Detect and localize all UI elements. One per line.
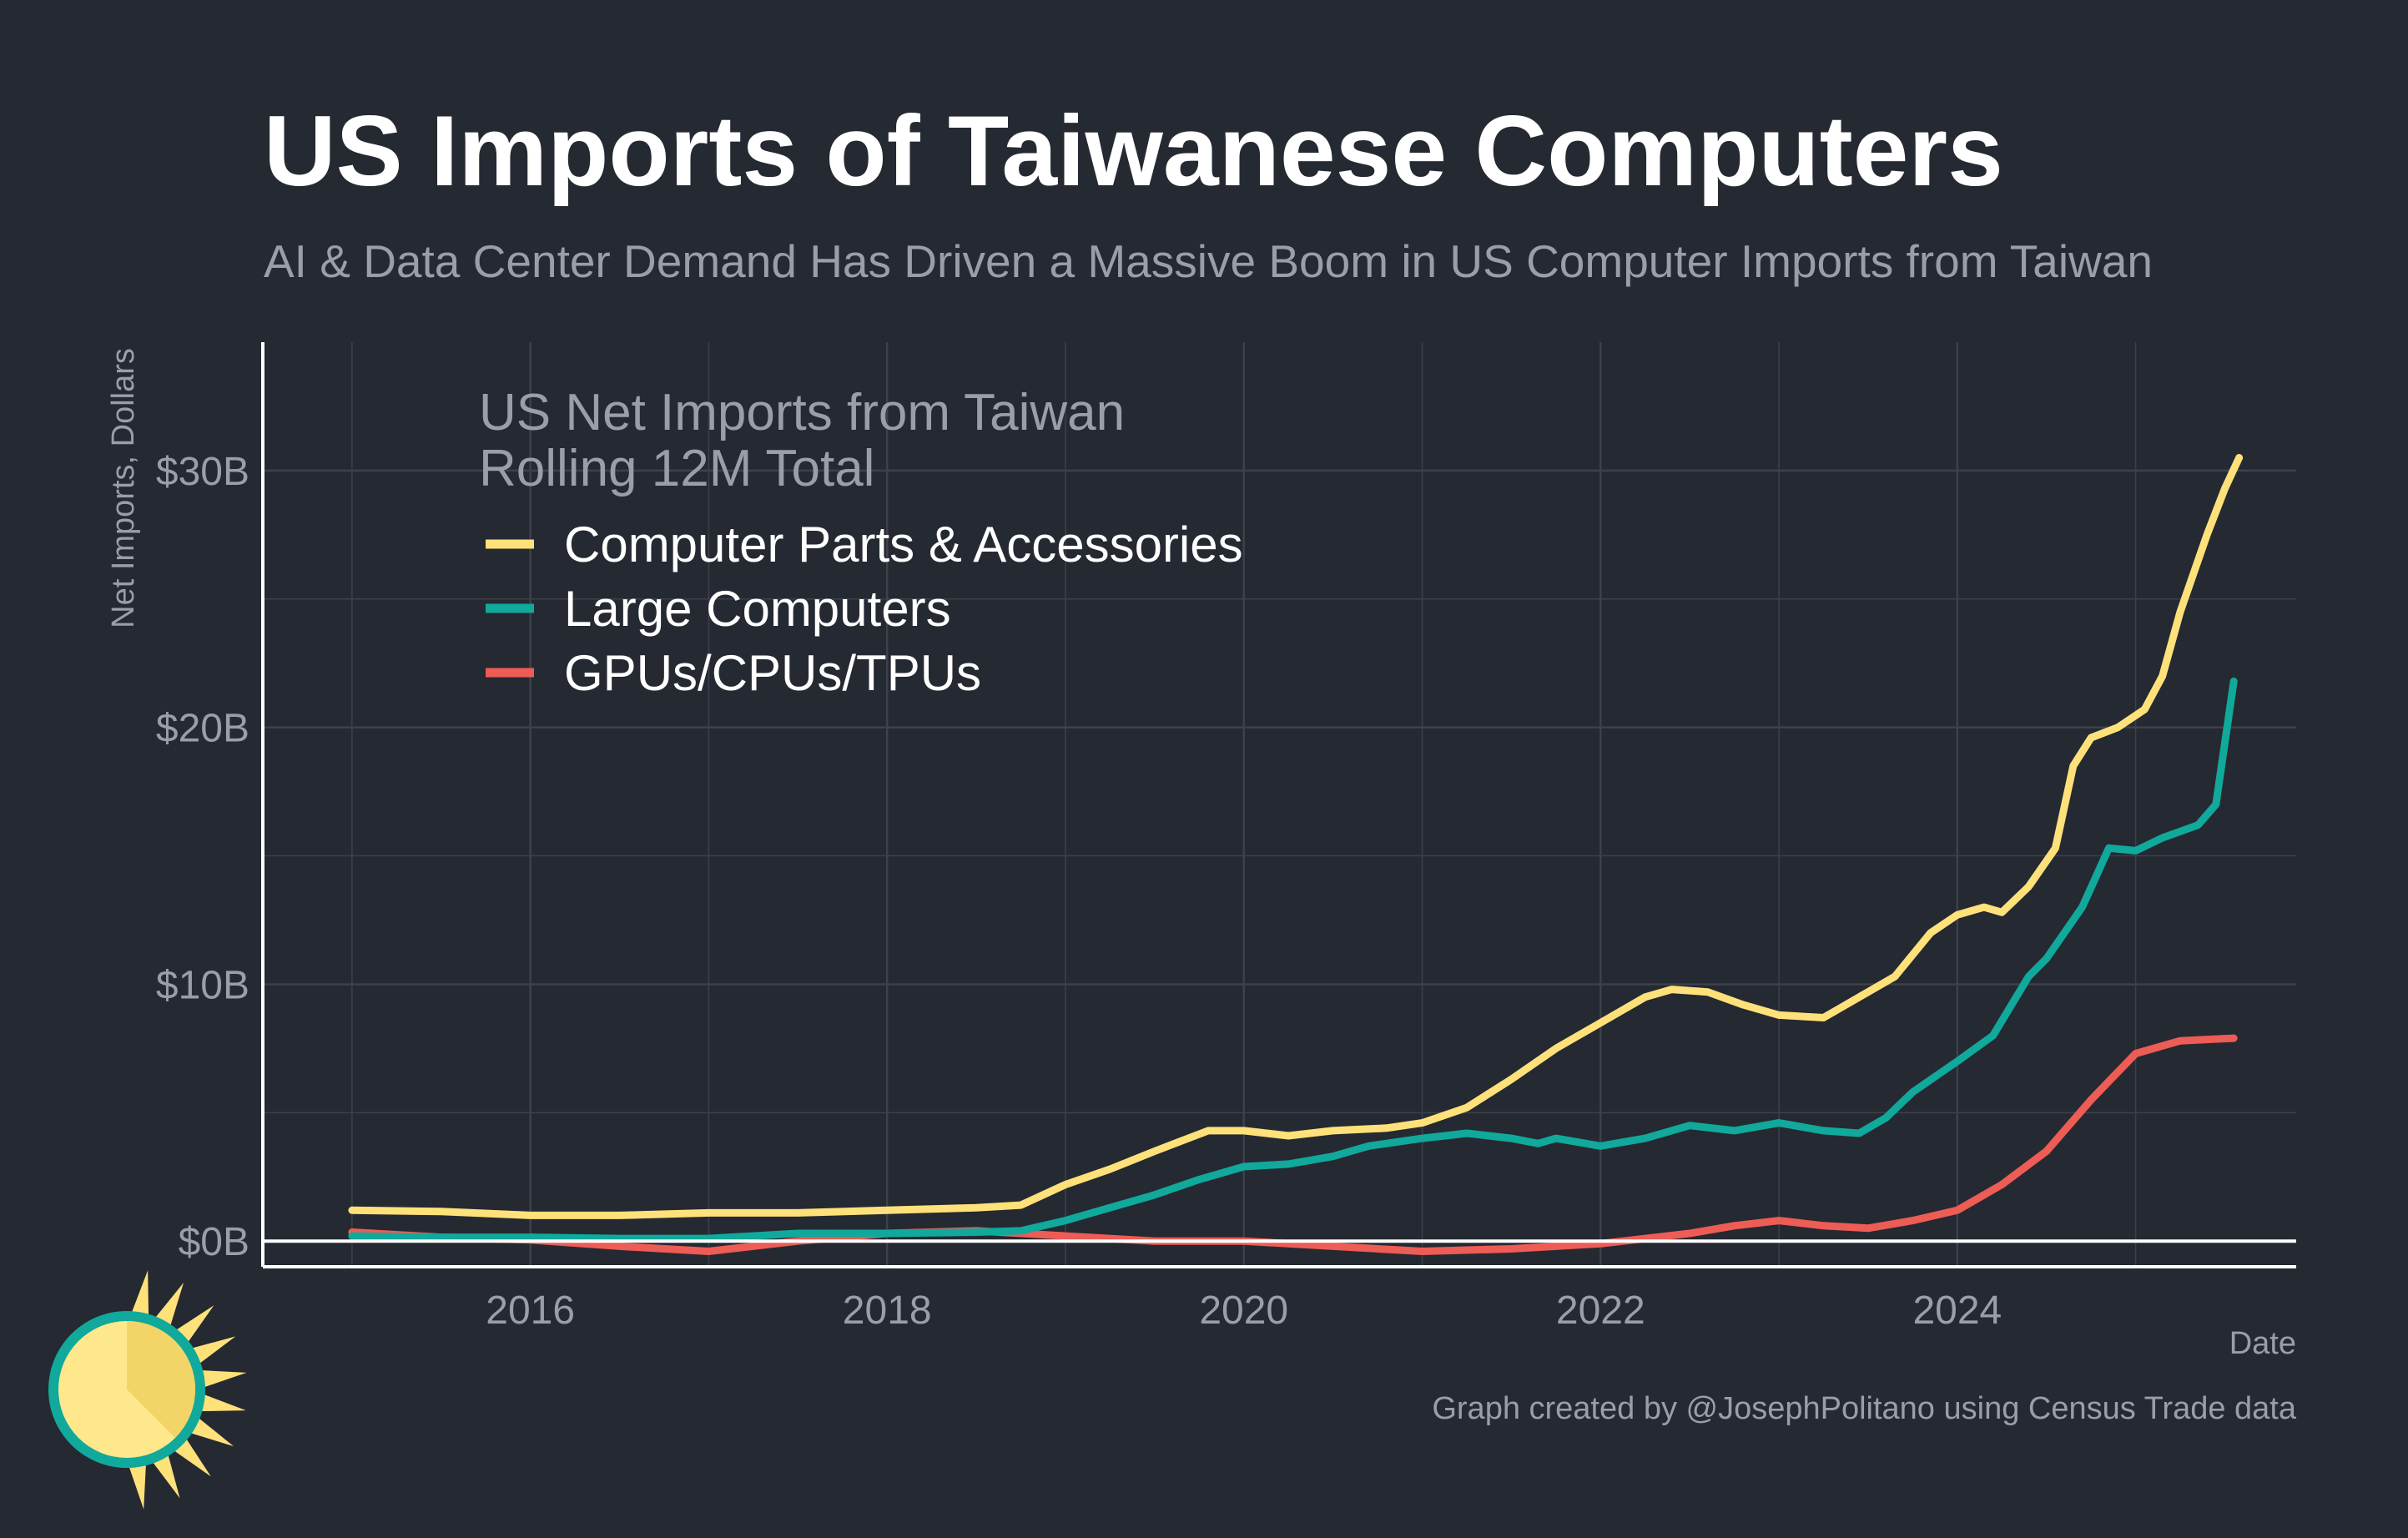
y-tick-label: $30B [156,450,249,494]
x-tick-label: 2016 [486,1288,575,1333]
y-tick-label: $0B [179,1220,249,1264]
y-tick-label: $20B [156,707,249,751]
y-tick-label: $10B [156,963,249,1007]
legend-label: Computer Parts & Accessories [564,517,1243,572]
sun-highlight [127,1321,196,1438]
sun-icon [48,1270,247,1510]
axes [261,342,2296,1268]
legend-label: GPUs/CPUs/TPUs [564,645,981,701]
series-line-large-computers [348,677,2238,1243]
chart-subtitle: AI & Data Center Demand Has Driven a Mas… [264,235,2153,287]
legend-title-line-1: US Net Imports from Taiwan [479,384,1125,441]
legend: US Net Imports from Taiwan Rolling 12M T… [479,384,1243,701]
series-lines [348,454,2244,1255]
caption: Graph created by @JosephPolitano using C… [1432,1391,2297,1426]
tick-labels: $0B $10B $20B $30B 2016 2018 2020 2022 2024 [156,450,2002,1333]
y-axis-title: Net Imports, Dollars [106,348,141,628]
legend-label: Large Computers [564,581,951,637]
chart-title: US Imports of Taiwanese Computers [264,95,2003,207]
legend-title-line-2: Rolling 12M Total [479,440,874,497]
legend-items: Computer Parts & Accessories Large Comput… [486,517,1243,701]
x-tick-label: 2024 [1912,1288,2002,1333]
x-tick-label: 2022 [1556,1288,1645,1333]
x-axis-title: Date [2229,1326,2296,1361]
x-tick-label: 2020 [1199,1288,1288,1333]
series-line-gpus-cpus-tpus [348,1034,2238,1255]
series-line-computer-parts-accessories [348,454,2244,1219]
x-tick-label: 2018 [843,1288,932,1333]
